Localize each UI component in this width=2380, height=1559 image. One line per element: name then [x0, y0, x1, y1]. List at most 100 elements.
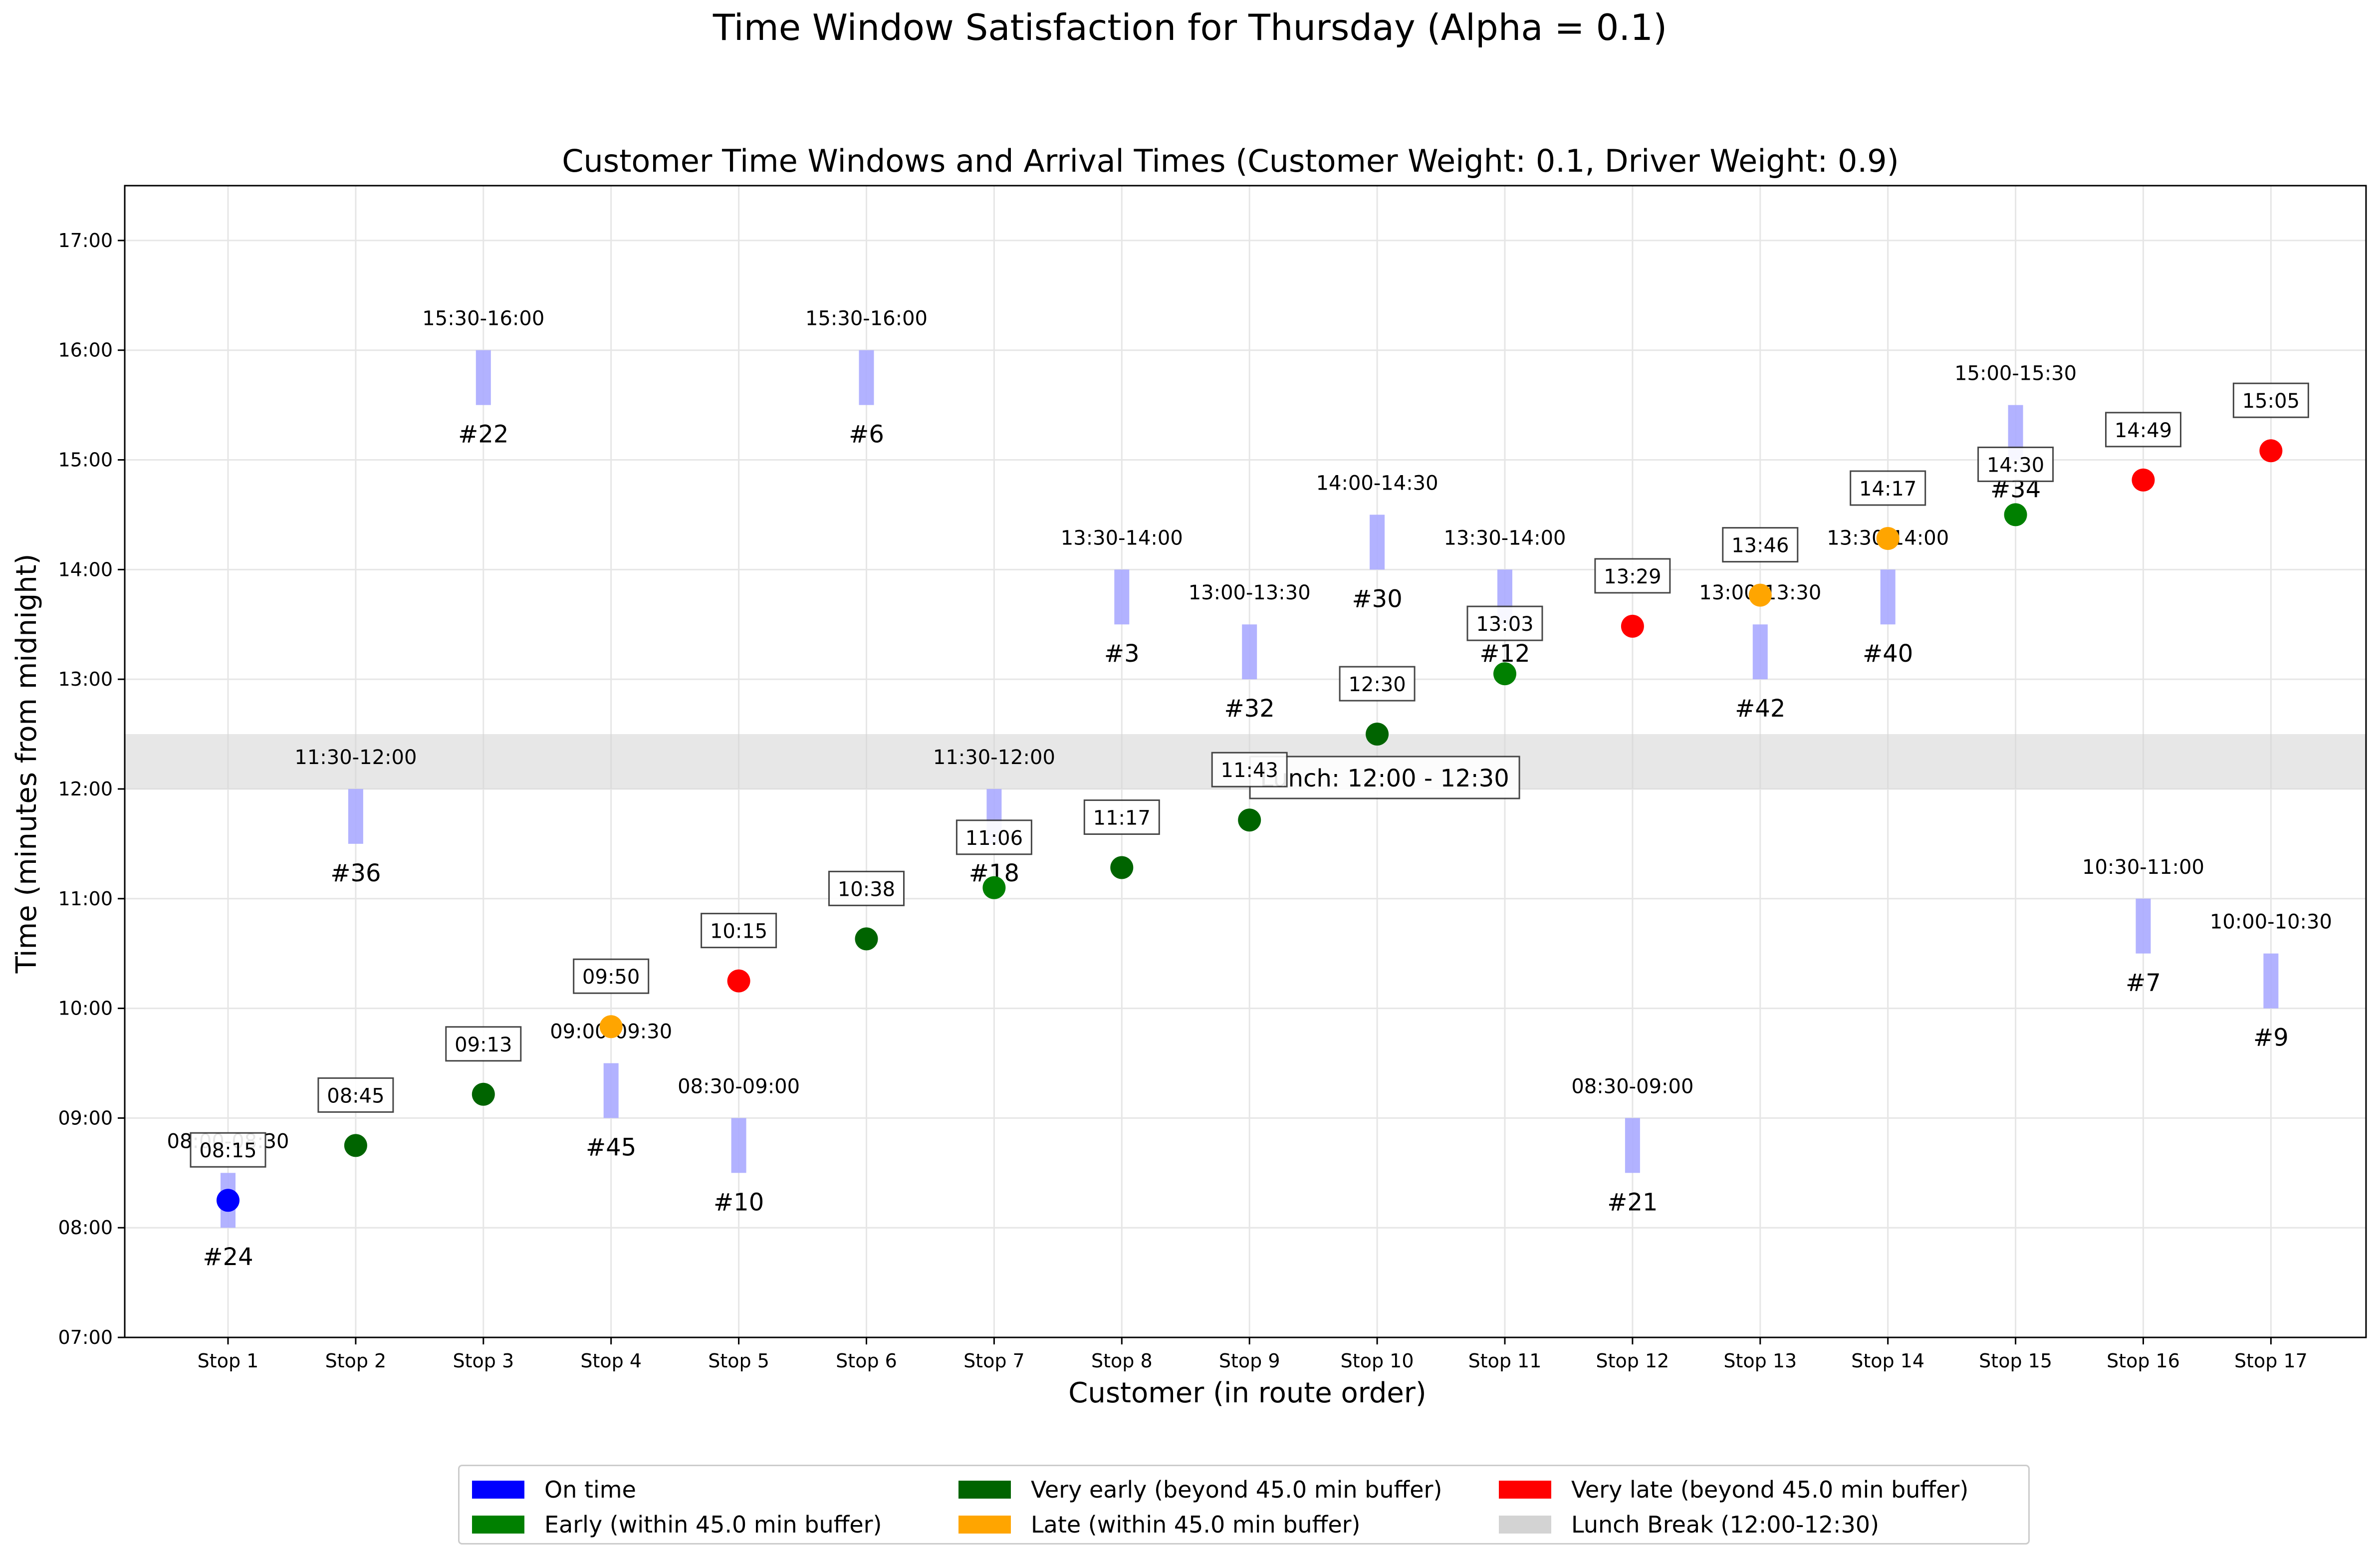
x-tick-label: Stop 3	[453, 1350, 514, 1372]
legend-swatch	[1499, 1516, 1551, 1534]
customer-id-label: #45	[586, 1133, 636, 1161]
customer-id-label: #36	[330, 859, 381, 887]
arrival-time-label: 12:30	[1348, 673, 1406, 696]
arrival-point	[727, 969, 750, 993]
legend-label: Late (within 45.0 min buffer)	[1031, 1511, 1361, 1538]
arrival-label-box	[1339, 666, 1416, 702]
time-window-label: 15:00-15:30	[1954, 362, 2077, 385]
x-tick-label: Stop 13	[1723, 1350, 1797, 1372]
y-tick-label: 17:00	[58, 230, 113, 252]
legend-swatch	[958, 1481, 1011, 1499]
arrival-label-box	[1977, 446, 2054, 482]
time-window-bar	[859, 350, 874, 405]
x-tick-label: Stop 5	[708, 1350, 769, 1372]
legend-label: Very late (beyond 45.0 min buffer)	[1571, 1476, 1969, 1503]
figure-title: Time Window Satisfaction for Thursday (A…	[713, 6, 1667, 48]
time-window-label: 13:00-13:30	[1189, 581, 1311, 604]
time-window-label: 10:00-10:30	[2210, 911, 2332, 934]
chart-title: Customer Time Windows and Arrival Times …	[562, 143, 1899, 179]
arrival-label-box	[573, 958, 650, 994]
customer-id-label: #40	[1863, 640, 1913, 668]
lunch-label: Lunch: 12:00 - 12:30	[1260, 765, 1509, 792]
x-tick-label: Stop 7	[963, 1350, 1025, 1372]
arrival-point	[855, 927, 878, 951]
lunch-label-box	[1249, 756, 1520, 799]
customer-id-label: #24	[203, 1243, 253, 1271]
time-window-label: 15:30-16:00	[805, 307, 928, 330]
time-window-label: 11:30-12:00	[933, 746, 1055, 769]
legend-label: Early (within 45.0 min buffer)	[544, 1511, 882, 1538]
arrival-time-label: 11:06	[965, 827, 1023, 850]
y-tick-label: 13:00	[58, 668, 113, 690]
arrival-point	[2004, 503, 2027, 526]
customer-id-label: #32	[1224, 695, 1275, 723]
arrival-point	[472, 1082, 495, 1106]
y-tick-label: 10:00	[58, 998, 113, 1020]
y-tick-label: 14:00	[58, 558, 113, 580]
customer-id-label: #6	[849, 421, 884, 449]
arrival-label-box	[1083, 799, 1160, 835]
time-window-bar	[1114, 569, 1130, 625]
arrival-point	[1876, 527, 1900, 550]
arrival-time-label: 15:05	[2242, 390, 2300, 413]
legend-label: On time	[544, 1476, 636, 1503]
arrival-point	[1621, 614, 1644, 638]
plot-frame	[124, 185, 2367, 1338]
x-tick-label: Stop 9	[1219, 1350, 1280, 1372]
arrival-time-label: 09:13	[455, 1034, 512, 1056]
arrival-time-label: 09:50	[582, 966, 640, 989]
arrival-label-box	[1594, 558, 1671, 594]
time-window-bar	[1242, 624, 1257, 680]
arrival-point	[217, 1189, 239, 1212]
x-axis-label: Customer (in route order)	[1068, 1377, 1426, 1409]
arrival-label-box	[955, 819, 1032, 855]
arrival-label-box	[445, 1026, 522, 1062]
x-tick-label: Stop 16	[2107, 1350, 2180, 1372]
customer-id-label: #42	[1735, 695, 1785, 723]
legend-label: Very early (beyond 45.0 min buffer)	[1031, 1476, 1442, 1503]
time-window-label: 15:30-16:00	[422, 307, 544, 330]
arrival-point	[599, 1015, 623, 1039]
arrival-time-label: 13:03	[1476, 613, 1533, 636]
y-tick-label: 12:00	[58, 778, 113, 800]
plot-area: 08:00-08:30#2411:30-12:00#3615:30-16:00#…	[58, 185, 2367, 1372]
x-tick-label: Stop 2	[325, 1350, 387, 1372]
time-window-bar	[731, 1118, 746, 1173]
arrival-time-label: 08:15	[199, 1139, 256, 1162]
customer-id-label: #10	[714, 1188, 764, 1216]
y-axis-label: Time (minutes from midnight)	[10, 554, 43, 974]
arrival-label-box	[190, 1132, 266, 1168]
y-tick-label: 08:00	[58, 1217, 113, 1239]
legend-item: On time	[472, 1476, 636, 1503]
arrival-point	[2259, 439, 2283, 463]
y-tick-label: 09:00	[58, 1107, 113, 1129]
arrival-label-box	[828, 870, 905, 906]
arrival-point	[1366, 723, 1389, 746]
time-window-label: 14:00-14:30	[1316, 472, 1438, 495]
arrival-time-label: 14:49	[2115, 419, 2172, 442]
time-window-label: 08:30-09:00	[678, 1075, 800, 1098]
time-window-bar	[348, 788, 363, 844]
arrival-point	[1748, 583, 1772, 607]
x-tick-label: Stop 4	[580, 1350, 642, 1372]
arrival-point	[1238, 808, 1261, 832]
time-window-bar	[1752, 624, 1768, 680]
legend-item: Early (within 45.0 min buffer)	[472, 1511, 882, 1538]
x-tick-label: Stop 17	[2234, 1350, 2308, 1372]
x-tick-label: Stop 11	[1468, 1350, 1542, 1372]
time-window-label: 08:30-09:00	[1571, 1075, 1693, 1098]
customer-id-label: #22	[458, 421, 508, 449]
arrival-time-label: 08:45	[327, 1084, 384, 1107]
time-window-label: 11:30-12:00	[294, 746, 417, 769]
legend-item: Very early (beyond 45.0 min buffer)	[958, 1476, 1442, 1503]
time-window-bar	[603, 1063, 619, 1118]
y-tick-label: 16:00	[58, 339, 113, 361]
y-tick-label: 11:00	[58, 888, 113, 910]
time-window-label: 13:30-14:00	[1061, 526, 1183, 549]
legend-swatch	[472, 1481, 524, 1499]
legend-swatch	[472, 1516, 524, 1534]
time-window-bar	[2136, 898, 2151, 954]
time-window-bar	[1370, 515, 1385, 570]
x-tick-label: Stop 8	[1091, 1350, 1153, 1372]
